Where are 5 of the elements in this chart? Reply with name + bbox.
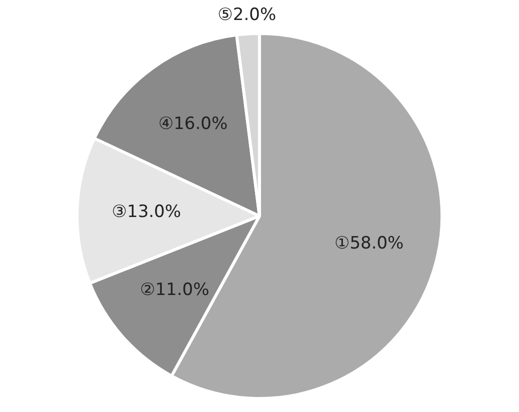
slice-label: ②11.0% [140,280,210,300]
slice-label: ①58.0% [334,234,404,254]
slice-label: ⑤2.0% [218,5,276,26]
slice-label: ③13.0% [112,202,182,222]
slice-label: ④16.0% [158,114,228,134]
